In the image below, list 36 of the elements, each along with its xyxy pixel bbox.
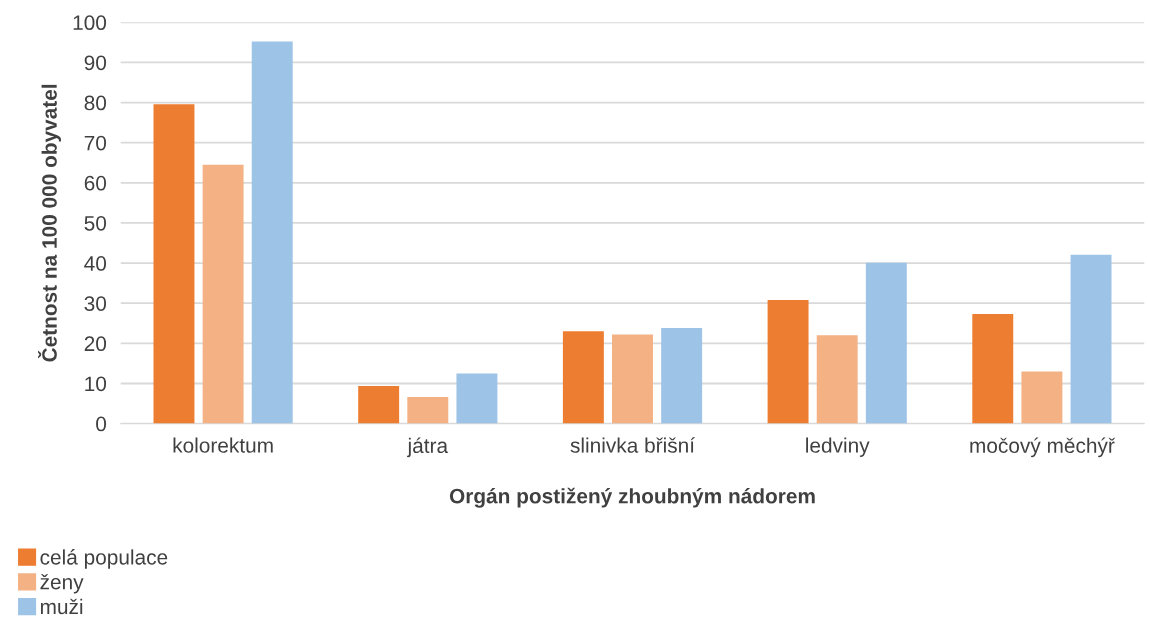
y-axis-title: Četnost na 100 000 obyvatel xyxy=(38,84,61,362)
legend-label: celá populace xyxy=(40,549,168,569)
bar xyxy=(816,335,858,424)
bar xyxy=(358,385,400,424)
x-tick-label: močový měchýř xyxy=(970,437,1116,458)
legend-label: muži xyxy=(40,598,83,615)
y-tick-label: 80 xyxy=(84,95,107,111)
bar xyxy=(251,41,293,424)
bar xyxy=(153,104,195,424)
bar xyxy=(767,300,809,424)
x-tick-label: slinivka břišní xyxy=(570,437,695,453)
y-tick-label: 50 xyxy=(84,215,107,231)
bar xyxy=(562,331,604,424)
y-tick-label: 30 xyxy=(84,296,107,311)
y-tick-label: 90 xyxy=(84,55,107,71)
bar xyxy=(865,262,907,424)
y-tick-label: 20 xyxy=(84,336,107,352)
x-tick-label: kolorektum xyxy=(173,437,273,453)
bar xyxy=(612,334,653,424)
bar xyxy=(407,397,449,424)
legend-label: ženy xyxy=(40,574,84,594)
y-tick-label: 10 xyxy=(85,376,107,392)
y-tick-label: 40 xyxy=(84,256,107,271)
y-tick-label: 60 xyxy=(84,175,107,191)
y-tick-label: 100 xyxy=(73,15,107,31)
bar xyxy=(661,328,703,424)
x-tick-label: ledviny xyxy=(806,437,870,457)
bar xyxy=(202,164,244,424)
y-tick-label: 0 xyxy=(96,416,107,432)
x-tick-label: játra xyxy=(407,437,449,458)
x-axis-title: Orgán postižený zhoubným nádorem xyxy=(449,487,815,508)
y-tick-label: 70 xyxy=(84,135,107,151)
bar xyxy=(972,314,1014,424)
bar xyxy=(1070,254,1112,424)
bar xyxy=(1021,371,1063,424)
bar xyxy=(456,373,498,424)
